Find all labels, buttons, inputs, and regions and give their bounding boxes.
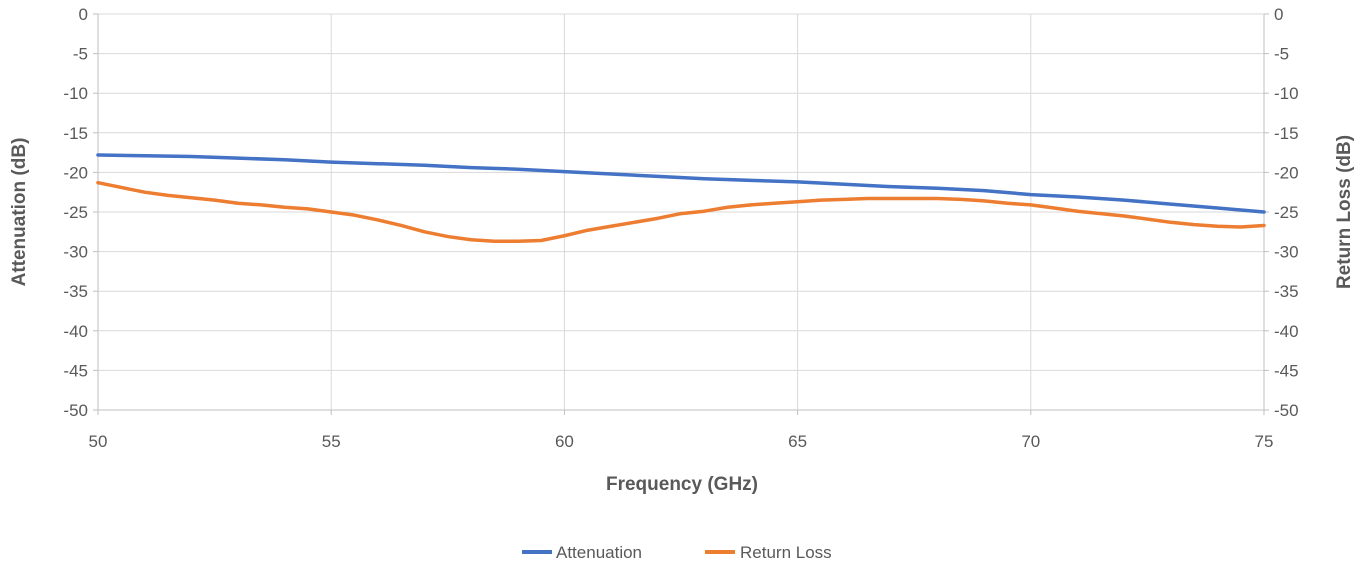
y2-tick-label: -25: [1274, 203, 1299, 222]
legend-label-return-loss: Return Loss: [740, 543, 832, 562]
y-tick-label: -25: [63, 203, 88, 222]
x-tick-label: 65: [788, 432, 807, 451]
y-tick-label: -5: [73, 45, 88, 64]
legend-label-attenuation: Attenuation: [556, 543, 642, 562]
y2-tick-label: -50: [1274, 401, 1299, 420]
x-tick-label: 50: [89, 432, 108, 451]
y2-tick-label: -15: [1274, 124, 1299, 143]
y-tick-label: -50: [63, 401, 88, 420]
x-tick-label: 70: [1021, 432, 1040, 451]
series-line-return-loss: [96, 180, 1266, 244]
y2-tick-label: -30: [1274, 243, 1299, 262]
legend: Attenuation Return Loss: [522, 543, 832, 562]
y-tick-label: 0: [79, 5, 88, 24]
x-tick-label: 75: [1255, 432, 1274, 451]
y2-tick-label: 0: [1274, 5, 1283, 24]
y-tick-label: -30: [63, 243, 88, 262]
y-tick-label: -35: [63, 282, 88, 301]
y2-tick-label: -20: [1274, 163, 1299, 182]
y-tick-label: -20: [63, 163, 88, 182]
x-tick-label: 55: [322, 432, 341, 451]
series-line-attenuation: [96, 153, 1266, 214]
y2-tick-label: -35: [1274, 282, 1299, 301]
y-tick-label: -15: [63, 124, 88, 143]
y-tick-label: -40: [63, 322, 88, 341]
y-tick-label: -45: [63, 361, 88, 380]
y-tick-label: -10: [63, 84, 88, 103]
x-axis-title: Frequency (GHz): [606, 474, 758, 495]
x-tick-label: 60: [555, 432, 574, 451]
tick-labels: 0 -5 -10 -15 -20 -25 -30 -35 -40 -45 -50 0 -5 -10 -15 -…: [63, 5, 1298, 451]
y2-tick-label: -5: [1274, 45, 1289, 64]
y2-tick-label: -40: [1274, 322, 1299, 341]
y2-axis-title: Return Loss (dB): [1334, 135, 1355, 289]
y2-tick-label: -10: [1274, 84, 1299, 103]
y2-tick-label: -45: [1274, 361, 1299, 380]
y-axis-title: Attenuation (dB): [9, 138, 30, 287]
plot-area: [96, 153, 1266, 244]
